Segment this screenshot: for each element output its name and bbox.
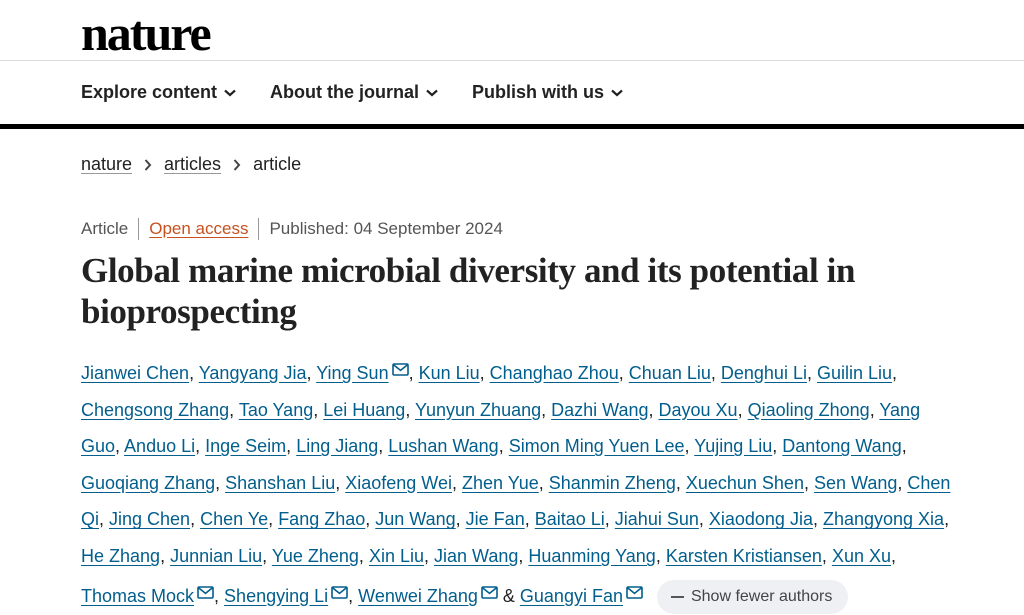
main-nav: Explore content About the journal Publis… [81,82,657,103]
breadcrumb-current: article [253,154,302,174]
author-link[interactable]: Shanshan Liu [225,472,336,493]
author-link[interactable]: Yujing Liu [694,436,773,457]
nav-label: Explore content [81,82,218,102]
author-link[interactable]: Jun Wang [375,509,456,530]
nav-bottom-bar [0,124,1024,129]
author-link[interactable]: Xun Xu [831,545,891,566]
breadcrumb: nature articles article [81,154,301,175]
author-link[interactable]: Wenwei Zhang [358,585,478,606]
show-fewer-label: Show fewer authors [690,587,833,605]
open-access-link[interactable]: Open access [149,219,249,238]
author-link[interactable]: Yue Zheng [271,545,359,566]
author-link[interactable]: Guangyi Fan [519,585,623,606]
author-link[interactable]: He Zhang [81,545,161,566]
article-meta: Article Open access Published: 04 Septem… [81,218,503,240]
author-link[interactable]: Simon Ming Yuen Lee [508,436,685,457]
author-link[interactable]: Chengsong Zhang [81,399,230,420]
author-link[interactable]: Dayou Xu [658,399,738,420]
chevron-down-icon [224,89,236,97]
author-link[interactable]: Yang Guo [81,399,921,457]
nav-label: Publish with us [472,82,605,102]
author-link[interactable]: Jian Wang [434,545,519,566]
author-link[interactable]: Dantong Wang [782,436,902,457]
article-title: Global marine microbial diversity and it… [81,251,856,331]
author-link[interactable]: Changhao Zhou [489,363,619,383]
published-date: Published: 04 September 2024 [269,219,503,238]
mail-icon[interactable] [331,575,348,612]
author-link[interactable]: Ling Jiang [296,436,379,457]
author-link[interactable]: Qiaoling Zhong [747,399,870,420]
author-link[interactable]: Chen Ye [200,509,269,530]
chevron-right-icon [144,158,152,171]
author-link[interactable]: Ying Sun [316,363,389,383]
nav-explore-content[interactable]: Explore content [81,82,236,103]
author-link[interactable]: Guilin Liu [816,363,893,383]
author-link[interactable]: Xiaofeng Wei [345,472,452,493]
author-link[interactable]: Jie Fan [465,509,525,530]
author-link[interactable]: Chen Qi [81,472,951,530]
nav-label: About the journal [270,82,420,102]
minus-icon [670,595,684,598]
breadcrumb-articles[interactable]: articles [164,154,222,174]
nav-publish-with-us[interactable]: Publish with us [472,82,623,103]
author-link[interactable]: Denghui Li [720,363,807,383]
author-link[interactable]: Chuan Liu [628,363,711,383]
chevron-down-icon [426,89,438,97]
breadcrumb-nature[interactable]: nature [81,154,133,174]
author-link[interactable]: Jiahui Sun [614,509,699,530]
author-link[interactable]: Xin Liu [368,545,424,566]
author-link[interactable]: Guoqiang Zhang [81,472,216,493]
author-link[interactable]: Jianwei Chen [81,363,190,383]
author-link[interactable]: Zhen Yue [461,472,539,493]
author-list: Jianwei Chen, Yangyang Jia, Ying Sun, Ku… [81,352,961,614]
author-link[interactable]: Sen Wang [813,472,898,493]
nature-logo[interactable]: nature [81,5,212,61]
nav-about-journal[interactable]: About the journal [270,82,438,103]
author-link[interactable]: Anduo Li [124,436,196,457]
mail-icon[interactable] [197,575,214,612]
mail-icon[interactable] [481,575,498,612]
mail-icon[interactable] [391,352,409,389]
author-link[interactable]: Fang Zhao [278,509,366,530]
author-link[interactable]: Xuechun Shen [685,472,804,493]
mail-icon[interactable] [626,575,643,612]
author-link[interactable]: Lei Huang [323,399,406,420]
author-link[interactable]: Shanmin Zheng [548,472,676,493]
header-divider [0,60,1024,61]
author-link[interactable]: Jing Chen [109,509,191,530]
author-link[interactable]: Yangyang Jia [198,363,307,383]
article-type: Article [81,219,129,238]
author-link[interactable]: Shengying Li [224,585,329,606]
author-link[interactable]: Kun Liu [418,363,480,383]
author-link[interactable]: Zhangyong Xia [822,509,945,530]
author-link[interactable]: Lushan Wang [388,436,499,457]
author-link[interactable]: Yunyun Zhuang [415,399,542,420]
chevron-right-icon [233,158,241,171]
author-link[interactable]: Huanming Yang [528,545,656,566]
author-link[interactable]: Inge Seim [205,436,287,457]
author-link[interactable]: Thomas Mock [81,585,195,606]
meta-divider [138,218,140,240]
show-fewer-authors-button[interactable]: Show fewer authors [656,579,849,614]
author-link[interactable]: Karsten Kristiansen [665,545,822,566]
chevron-down-icon [611,89,623,97]
author-link[interactable]: Baitao Li [534,509,605,530]
meta-divider [258,218,260,240]
author-link[interactable]: Junnian Liu [170,545,263,566]
author-link[interactable]: Xiaodong Jia [708,509,813,530]
author-link[interactable]: Dazhi Wang [551,399,649,420]
author-link[interactable]: Tao Yang [238,399,314,420]
